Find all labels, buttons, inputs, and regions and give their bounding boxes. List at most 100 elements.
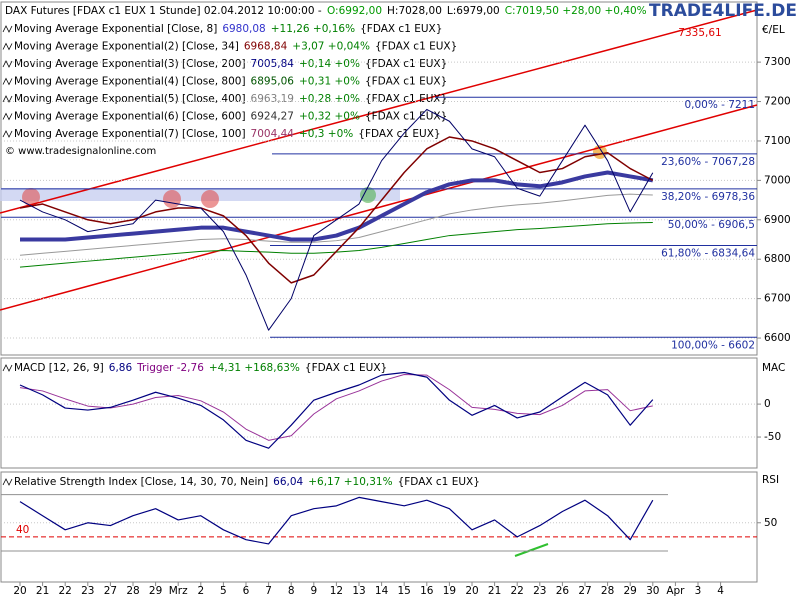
header-part: 6895,06 [251,76,295,88]
header-part: Moving Average Exponential [Close, 8] [14,23,217,35]
header: Moving Average Exponential(7) [Close, 10… [14,128,441,140]
header: Moving Average Exponential(4) [Close, 80… [14,76,447,88]
header-part: +11,26 +0,16% [271,23,355,35]
indicator-icon [2,112,13,121]
header-part: O:6992,00 [327,5,382,17]
header: Moving Average Exponential [Close, 8] 698… [14,23,442,35]
x-tick-label: 27 [578,585,591,597]
indicator-icon [2,478,13,486]
header-part: Moving Average Exponential(2) [Close, 34… [14,41,239,53]
support-zone [0,188,400,201]
x-tick-label: 26 [556,585,570,597]
header-part: Moving Average Exponential(4) [Close, 80… [14,76,246,88]
header-part: 6963,19 [251,93,294,105]
header: Moving Average Exponential(6) [Close, 60… [14,111,447,123]
x-tick-label: 9 [310,585,317,597]
fibonacci-label: 100,00% - 6602 [671,339,755,351]
indicator-icon [2,364,13,372]
indicator-icon [2,130,13,138]
channel-label: 7335,61 [678,27,721,39]
series-line [19,371,654,449]
marker [22,188,40,206]
header: Moving Average Exponential(3) [Close, 20… [14,58,447,70]
x-tick-label: 28 [601,585,614,597]
marker [201,190,219,208]
x-tick-label: Apr [666,585,685,597]
signal-label: 40 [16,524,29,536]
header-part: +4,31 +168,63% [209,362,300,374]
header-part: Moving Average Exponential(6) [Close, 60… [14,111,246,123]
marker [163,190,181,208]
header-part: {FDAX c1 EUX} [365,76,447,88]
trend-channel [0,9,758,214]
header-part: +0,28 +0% [299,93,360,105]
header-part: {FDAX c1 EUX} [365,58,447,70]
series-line [19,193,653,256]
x-tick-label: 12 [330,585,343,597]
header-part: 6980,08 [222,23,265,35]
header-part: C:7019,50 +28,00 +0,40% [505,5,647,17]
x-tick-label: 2 [197,585,204,597]
series-line [19,496,654,545]
header-part: Moving Average Exponential(7) [Close, 10… [14,128,246,140]
trend-channel [0,104,758,311]
fibonacci-label: 0,00% - 7211 [684,99,755,111]
x-tick-label: 19 [443,585,456,597]
rsi-panel [0,471,758,583]
header-part: {FDAX c1 EUX} [365,93,447,105]
x-tick-label: 3 [695,585,702,597]
header-part: {FDAX c1 EUX} [365,111,447,123]
header: Relative Strength Index [Close, 14, 30, … [14,476,480,488]
x-tick-label: 20 [465,585,478,597]
x-tick-label: 20 [13,585,26,597]
brand: TRADE4LIFE.DE [649,1,797,21]
header-part: {FDAX c1 EUX} [305,362,387,374]
y-tick-label: 7300 [764,56,791,68]
header-part: 7004,44 [251,128,295,140]
series-line [19,108,654,331]
fibonacci-label: 38,20% - 6978,36 [661,191,755,203]
series-line [19,373,653,441]
indicator-icon [2,42,13,51]
header: MACD [12, 26, 9] 6,86 Trigger -2,76 +4,31 +… [14,362,387,374]
x-tick-label: 7 [265,585,272,597]
header-part: 6,86 [109,362,133,374]
indicator-icon [2,77,13,86]
x-tick-label: 13 [352,585,365,597]
x-tick-label: 28 [126,585,139,597]
y-tick-label: 7000 [764,174,791,186]
x-tick-label: 8 [288,585,295,597]
price-panel [0,1,758,356]
header-part: {FDAX c1 EUX} [375,41,457,53]
y-tick-label: 50 [764,517,777,529]
header-part: +0,14 +0% [299,58,360,70]
y-tick-label: 6700 [764,293,791,305]
fibonacci-label: 61,80% - 6834,64 [661,248,755,260]
x-tick-label: 22 [59,585,72,597]
header-part: Moving Average Exponential(3) [Close, 20… [14,58,246,70]
header-part: Relative Strength Index [Close, 14, 30, … [14,476,268,488]
header-part: MACD [12, 26, 9] [14,362,104,374]
header-part: 7005,84 [251,58,295,70]
indicator-icon [2,95,13,103]
x-tick-label: 4 [717,585,724,597]
x-tick-label: 23 [81,585,94,597]
x-tick-label: 27 [104,585,117,597]
header-part: {FDAX c1 EUX} [358,128,440,140]
y-tick-label: 0 [764,398,771,410]
y-tick-label: -50 [764,431,781,443]
header-part: L:6979,00 [447,5,500,17]
header-part: +0,32 +0% [299,111,360,123]
copyright: © www.tradesignalonline.com [5,146,156,157]
x-tick-label: 30 [646,585,659,597]
header-part: +0,3 +0% [299,128,353,140]
x-tick-label: 14 [375,585,389,597]
y-tick-label: 7100 [764,135,791,147]
series-line [19,136,654,284]
header-part: +6,17 +10,31% [308,476,392,488]
header-part: +0,31 +0% [299,76,360,88]
x-tick-label: 23 [533,585,546,597]
y-tick-label: 6600 [764,332,791,344]
fibonacci-label: 23,60% - 7067,28 [661,156,755,168]
divergence-line [514,543,549,557]
